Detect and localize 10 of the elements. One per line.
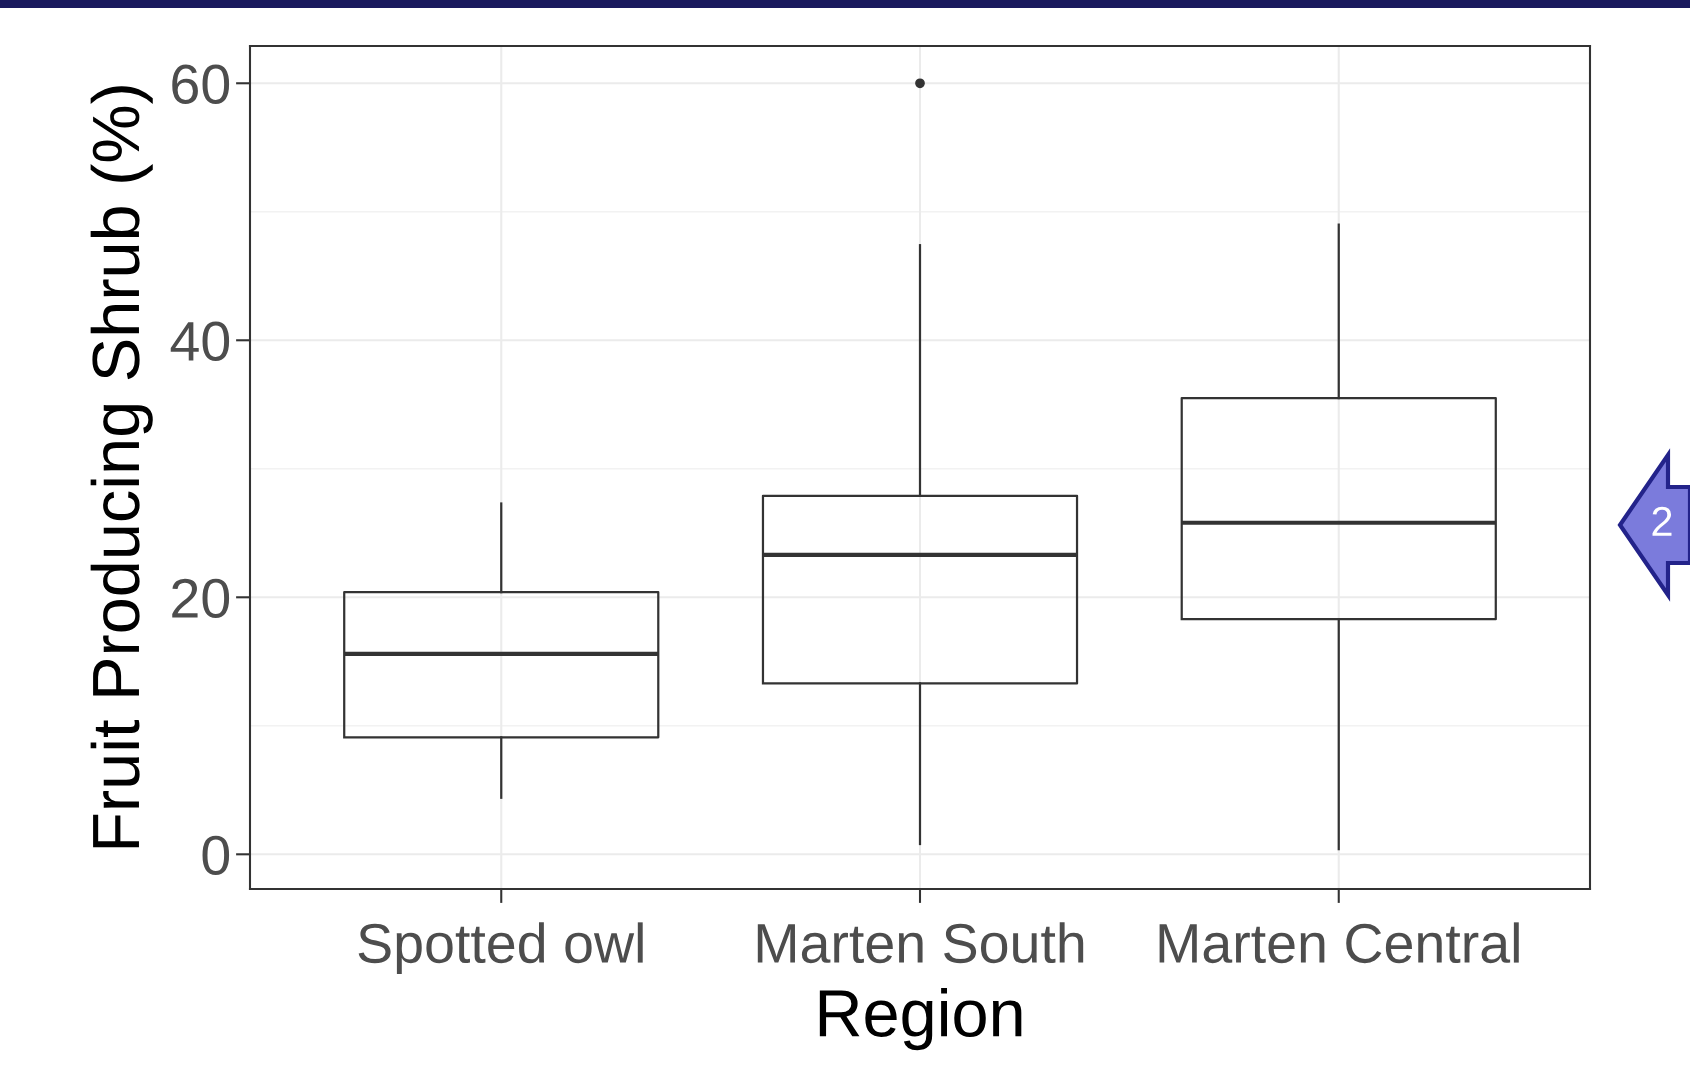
- y-axis-title: Fruit Producing Shrub (%): [90, 86, 153, 848]
- y-tick-label: 20: [172, 578, 230, 618]
- x-tick-label: Spotted owl: [358, 922, 643, 975]
- y-tick-label: 40: [170, 321, 230, 361]
- x-axis-title: Region: [819, 988, 1022, 1051]
- y-tick-label: 60: [172, 64, 230, 104]
- x-tick-label: Marten Central: [1159, 922, 1519, 964]
- x-tick-label: Marten South: [757, 922, 1084, 964]
- text: 2: [1652, 506, 1672, 536]
- y-tick-label: 0: [202, 835, 230, 875]
